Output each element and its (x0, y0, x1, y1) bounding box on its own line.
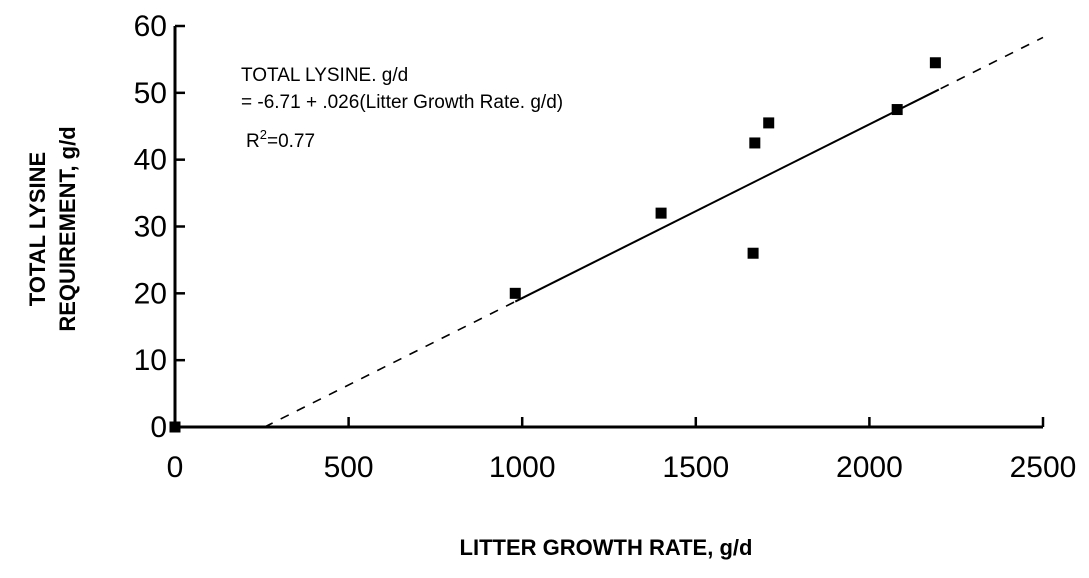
x-tick-label: 500 (324, 451, 374, 484)
x-tick-label: 2000 (836, 451, 903, 484)
y-tick-label: 30 (134, 211, 167, 244)
y-axis-title: TOTAL LYSINE REQUIREMENT, g/d (25, 126, 80, 331)
y-tick-label: 40 (134, 144, 167, 177)
y-ticks: 0 10 20 30 40 50 60 (134, 10, 185, 444)
x-ticks: 0 500 1000 1500 2000 2500 (167, 417, 1077, 484)
regression-fit-solid (514, 88, 940, 303)
x-tick-label: 1500 (662, 451, 729, 484)
y-tick-label: 20 (134, 277, 167, 310)
y-tick-label: 10 (134, 344, 167, 377)
y-axis-title-line-2: REQUIREMENT, g/d (55, 126, 80, 331)
data-points (169, 57, 941, 433)
data-point (747, 247, 759, 259)
y-tick-label: 0 (150, 411, 167, 444)
data-point (749, 137, 761, 149)
x-axis-title: LITTER GROWTH RATE, g/d (460, 535, 753, 560)
annotation-line-1: TOTAL LYSINE. g/d (241, 65, 408, 86)
data-point (891, 104, 903, 116)
x-tick-label: 1000 (489, 451, 556, 484)
x-tick-label: 2500 (1010, 451, 1077, 484)
r2-base: R (246, 131, 260, 152)
y-tick-label: 60 (134, 10, 167, 43)
r2-superscript: 2 (260, 127, 267, 142)
y-axis-title-line-1: TOTAL LYSINE (25, 152, 50, 306)
data-point (169, 421, 181, 433)
data-point (509, 287, 521, 299)
r2-value: =0.77 (267, 131, 315, 152)
data-point (655, 207, 667, 219)
annotation-r-squared: R2=0.77 (246, 127, 315, 152)
annotation-line-2: = -6.71 + .026(Litter Growth Rate. g/d) (241, 92, 563, 113)
data-point (763, 117, 775, 129)
regression-line (264, 36, 1044, 428)
y-tick-label: 50 (134, 77, 167, 110)
regression-annotation: TOTAL LYSINE. g/d = -6.71 + .026(Litter … (241, 65, 563, 152)
data-point (929, 57, 941, 69)
x-tick-label: 0 (167, 451, 184, 484)
